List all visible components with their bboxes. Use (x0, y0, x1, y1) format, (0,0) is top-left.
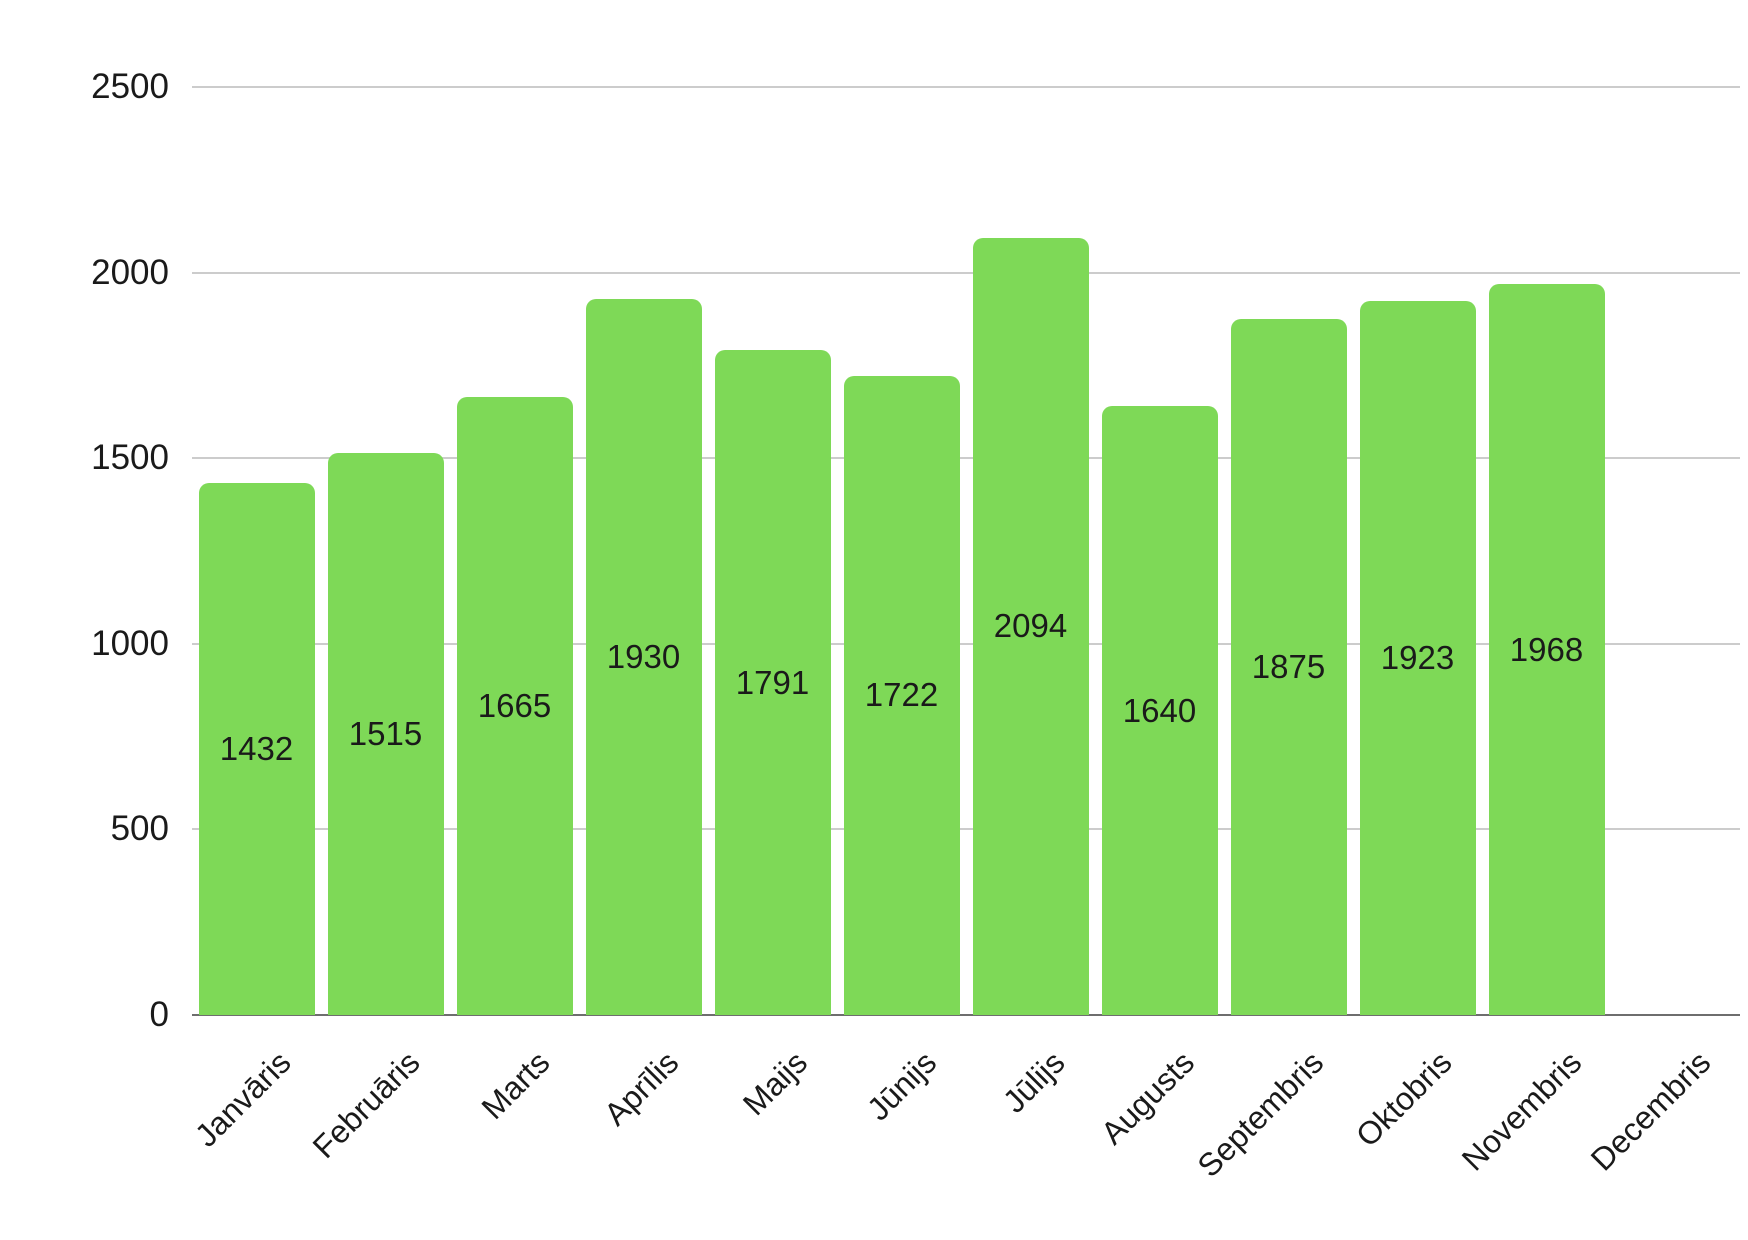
bar: 1875 (1230, 319, 1347, 1015)
bar-value-label: 1665 (477, 686, 552, 724)
y-tick-label: 1000 (91, 623, 169, 663)
bar-chart: 0 500 1000 1500 2000 2500 1432 1515 1665 1930 179… (40, 16, 1748, 1240)
x-tick-label: Jūnijs (859, 1044, 943, 1128)
bar: 1968 (1488, 284, 1605, 1015)
gridline (192, 642, 1740, 645)
x-tick-label: Septembris (1190, 1044, 1330, 1184)
bar: 1665 (456, 396, 573, 1015)
gridline (192, 86, 1740, 88)
bar-value-label: 1875 (1251, 648, 1326, 685)
bar: 1930 (585, 298, 702, 1015)
bar: 2094 (972, 237, 1089, 1015)
bar: 1432 (198, 483, 315, 1015)
bar-value-label: 2094 (993, 607, 1068, 645)
y-tick-label: 2000 (91, 252, 169, 292)
y-tick-label: 2500 (91, 67, 169, 106)
x-tick-label: Maijs (735, 1044, 814, 1123)
x-tick-label: Jūlijs (996, 1044, 1072, 1120)
x-tick-label: Marts (473, 1044, 556, 1127)
bar-value-label: 1432 (219, 730, 294, 768)
x-axis-baseline (192, 1014, 1740, 1016)
gridline (192, 271, 1740, 274)
x-tick-label: Oktobris (1349, 1044, 1459, 1154)
x-tick-label: Decembris (1583, 1044, 1717, 1178)
x-tick-label: Novembris (1454, 1044, 1588, 1178)
bar: 1923 (1359, 301, 1476, 1015)
bar-value-label: 1923 (1380, 639, 1455, 677)
bar: 1722 (843, 375, 960, 1015)
bar-value-label: 1930 (606, 637, 681, 675)
x-tick-label: Februāris (305, 1044, 427, 1166)
bar: 1791 (714, 350, 831, 1015)
y-tick-label: 0 (149, 995, 169, 1034)
bar-value-label: 1722 (864, 676, 939, 714)
x-tick-label: Janvāris (188, 1044, 298, 1154)
bar-value-label: 1640 (1122, 691, 1197, 729)
bar-value-label: 1968 (1509, 630, 1584, 668)
bar: 1515 (327, 452, 444, 1015)
bar-value-label: 1515 (348, 714, 423, 752)
gridline (192, 828, 1740, 831)
y-tick-label: 500 (110, 809, 169, 849)
bar-value-label: 1791 (735, 663, 810, 701)
x-tick-label: Aprīlis (596, 1044, 685, 1133)
gridline (192, 457, 1740, 460)
y-tick-label: 1500 (91, 438, 169, 478)
x-tick-label: Augusts (1093, 1044, 1201, 1152)
bar: 1640 (1101, 406, 1218, 1015)
